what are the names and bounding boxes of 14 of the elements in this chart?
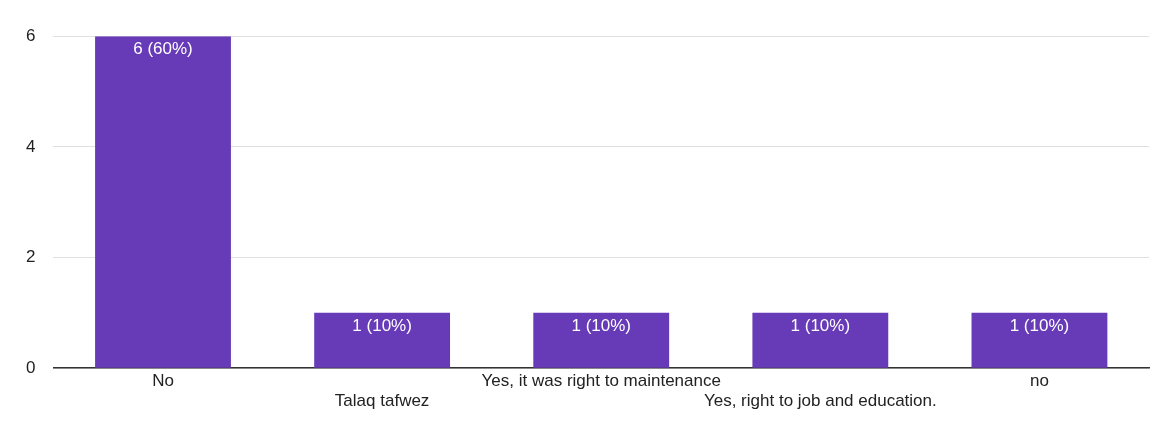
y-tick-label: 0 bbox=[25, 357, 36, 377]
data-label: 1 (10%) bbox=[1009, 316, 1070, 336]
y-tick-label: 2 bbox=[25, 247, 36, 267]
x-tick-label: Yes, right to job and education. bbox=[703, 391, 937, 411]
x-tick-label: no bbox=[1029, 371, 1049, 391]
data-label: 1 (10%) bbox=[790, 316, 851, 336]
data-label: 1 (10%) bbox=[571, 316, 631, 336]
x-tick-label: Talaq tafwez bbox=[334, 391, 430, 411]
y-tick-label: 6 bbox=[25, 25, 36, 45]
data-label: 1 (10%) bbox=[352, 316, 412, 336]
data-label: 6 (60%) bbox=[133, 39, 193, 59]
x-tick-label: No bbox=[152, 371, 174, 391]
y-tick-label: 4 bbox=[25, 136, 36, 156]
x-tick-label: Yes, it was right to maintenance bbox=[481, 371, 721, 391]
